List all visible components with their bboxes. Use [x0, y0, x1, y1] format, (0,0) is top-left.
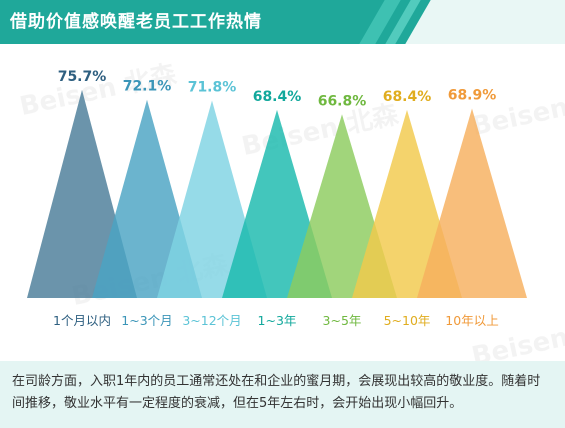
category-label: 1~3个月 — [121, 313, 172, 328]
value-label: 66.8% — [318, 93, 367, 109]
category-label: 3~5年 — [323, 313, 362, 328]
category-label: 1~3年 — [258, 313, 297, 328]
summary-box: 在司龄方面，入职1年内的员工通常还处在和企业的蜜月期，会展现出较高的敬业度。随着… — [0, 361, 565, 428]
triangle-bar — [417, 108, 527, 299]
page-title: 借助价值感唤醒老员工工作热情 — [10, 12, 262, 32]
header-stripe — [405, 0, 565, 44]
header-banner: 借助价值感唤醒老员工工作热情 — [0, 0, 565, 44]
category-label: 10年以上 — [445, 313, 498, 328]
value-label: 68.4% — [253, 89, 302, 105]
triangle-bar-chart: 75.7% 1个月以内 72.1% 1~3个月 71.8% 3~12个月 68.4% 1~3年… — [27, 69, 527, 328]
value-label: 71.8% — [188, 80, 237, 96]
value-label: 68.9% — [448, 88, 497, 104]
summary-text: 在司龄方面，入职1年内的员工通常还处在和企业的蜜月期，会展现出较高的敬业度。随着… — [12, 374, 541, 411]
value-label: 72.1% — [123, 79, 172, 95]
category-label: 1个月以内 — [53, 313, 111, 328]
category-label: 5~10年 — [384, 313, 431, 328]
value-label: 68.4% — [383, 89, 432, 105]
value-label: 75.7% — [58, 69, 107, 85]
category-label: 3~12个月 — [182, 313, 241, 328]
